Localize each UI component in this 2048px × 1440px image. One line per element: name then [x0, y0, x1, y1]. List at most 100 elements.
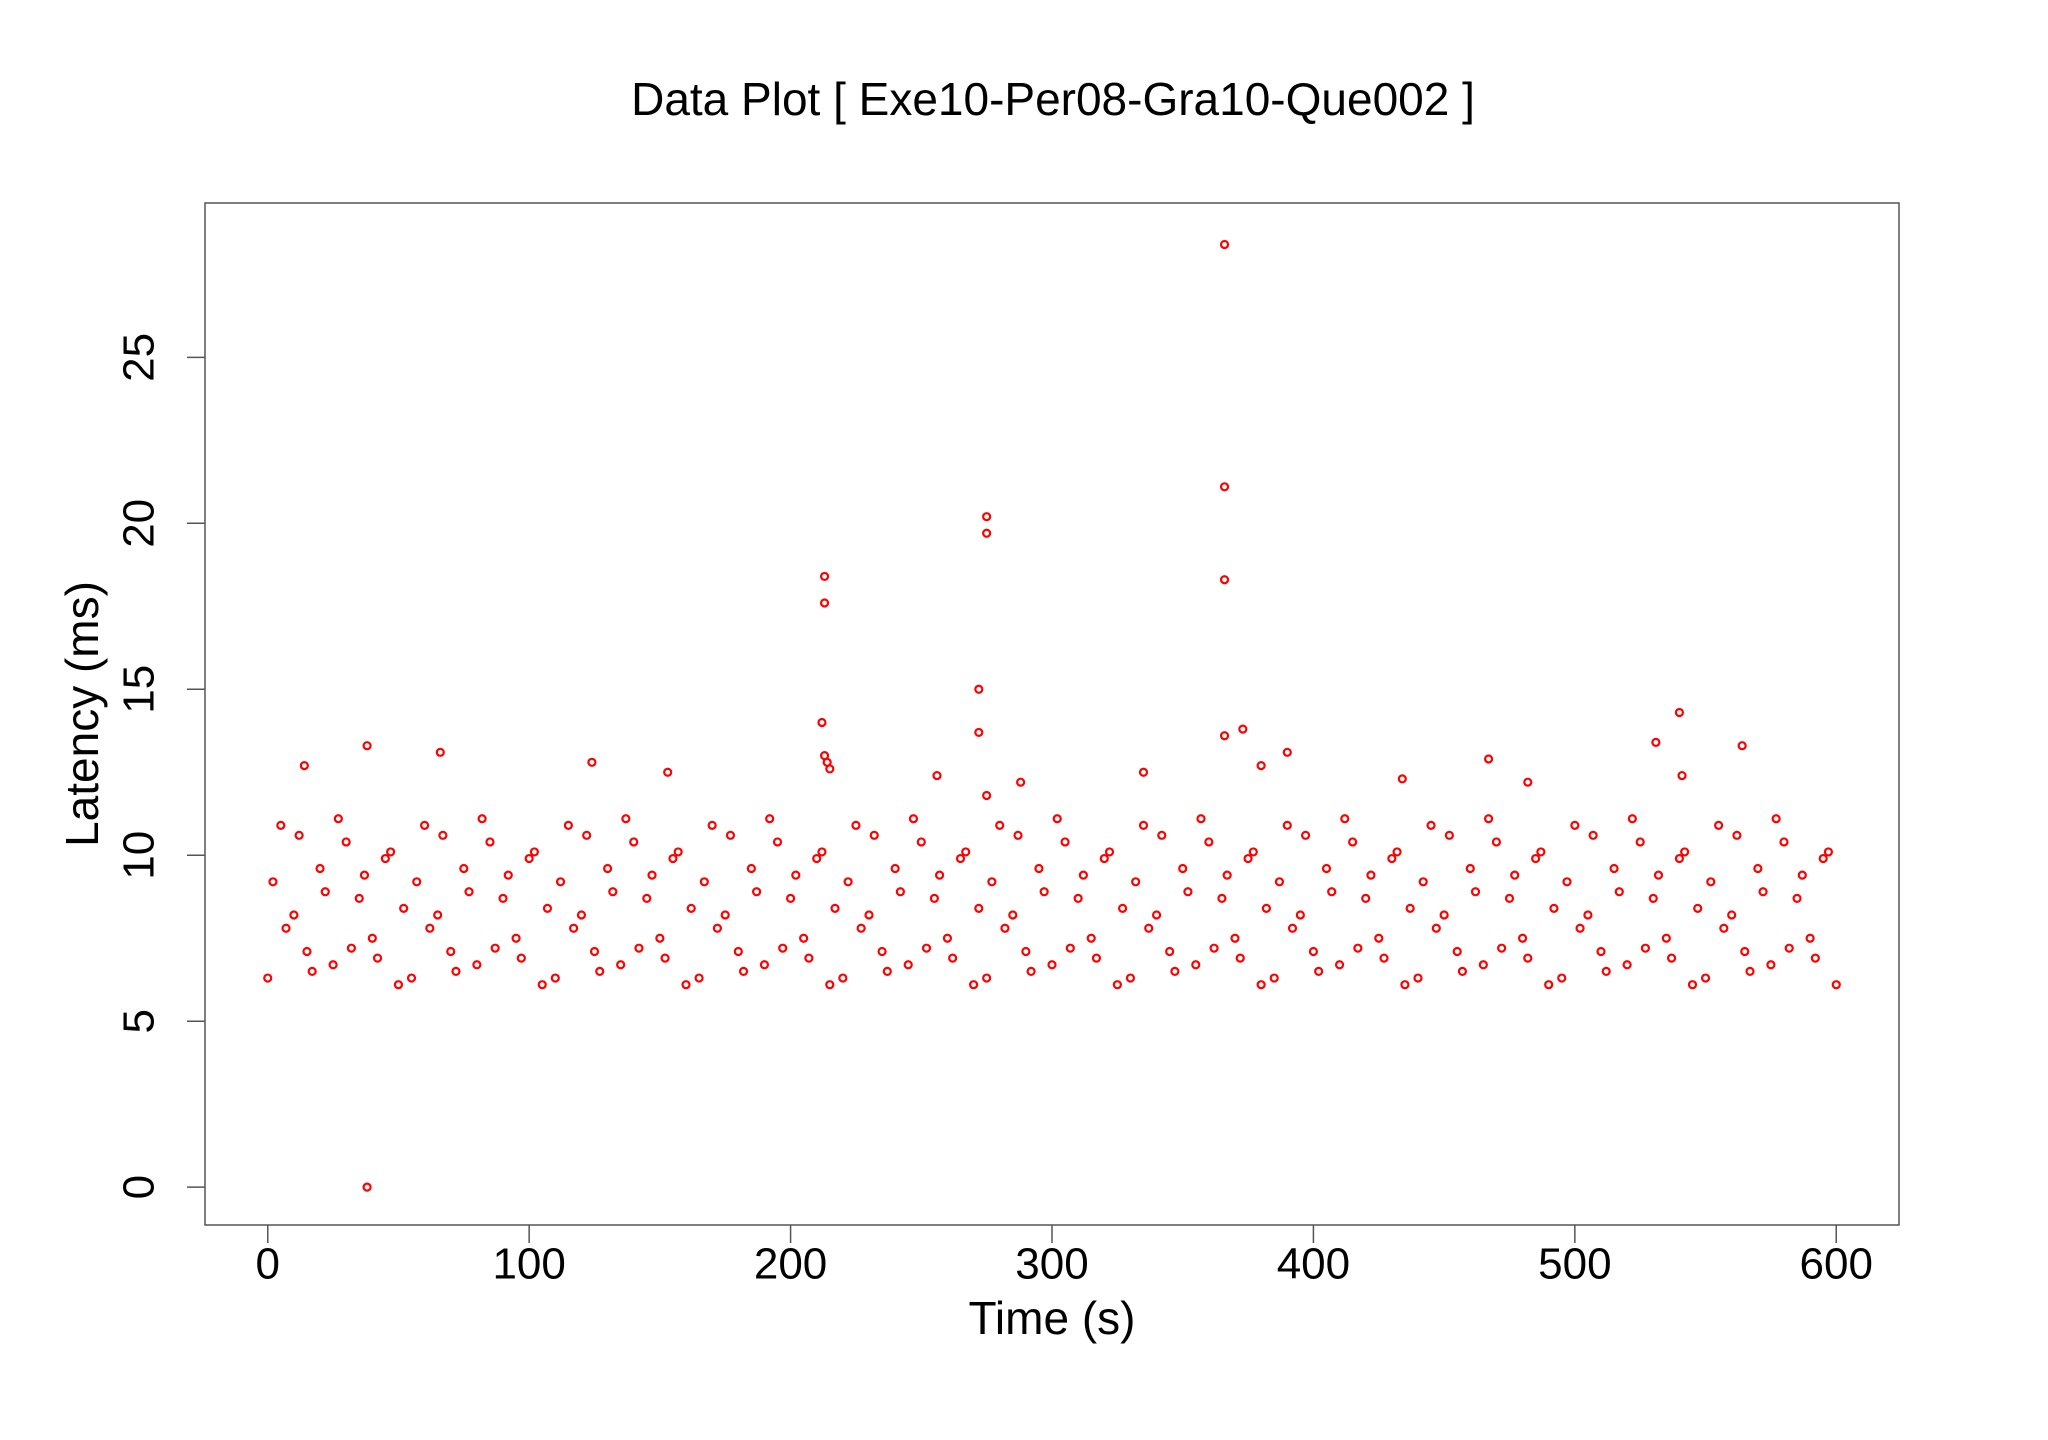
point	[1457, 966, 1468, 977]
point	[1052, 814, 1062, 824]
point	[595, 966, 605, 977]
point	[1219, 239, 1230, 250]
point	[1418, 877, 1428, 887]
point	[315, 863, 325, 874]
point	[516, 953, 526, 963]
point	[435, 747, 445, 757]
point	[751, 887, 762, 897]
point	[1151, 910, 1162, 920]
point	[1217, 893, 1227, 903]
point	[1138, 820, 1149, 830]
point	[1191, 960, 1201, 970]
point	[932, 770, 942, 781]
point	[1614, 887, 1624, 897]
point	[765, 814, 775, 824]
point	[1387, 853, 1397, 864]
point	[982, 528, 992, 538]
point	[503, 870, 513, 880]
point	[1013, 830, 1023, 840]
point	[1622, 960, 1632, 970]
point	[1497, 943, 1507, 953]
point	[1431, 923, 1441, 933]
point	[1021, 946, 1031, 957]
point	[1086, 933, 1096, 943]
y-tick-label: 0	[115, 1175, 164, 1199]
point	[1583, 910, 1593, 920]
point	[1144, 923, 1154, 933]
point	[1444, 830, 1454, 840]
point	[1361, 893, 1371, 903]
x-tick-label: 100	[492, 1240, 565, 1289]
point	[974, 684, 984, 694]
point	[663, 767, 673, 777]
point	[1465, 863, 1475, 874]
point	[485, 837, 495, 847]
point	[725, 830, 736, 840]
point	[1060, 837, 1070, 847]
point	[1209, 943, 1219, 953]
point	[451, 966, 461, 977]
point	[1523, 953, 1533, 963]
point	[1138, 767, 1149, 777]
point	[1478, 960, 1488, 970]
point	[263, 973, 273, 983]
point	[1674, 853, 1685, 864]
y-tick-label: 20	[115, 499, 164, 548]
point	[524, 853, 534, 864]
point	[668, 853, 678, 864]
y-axis-label: Latency (ms)	[56, 581, 108, 847]
point	[1039, 887, 1049, 897]
point	[425, 923, 435, 933]
point	[608, 887, 618, 897]
point	[582, 830, 592, 840]
point	[877, 946, 887, 957]
point	[563, 820, 573, 830]
point	[1348, 837, 1358, 847]
point	[1196, 814, 1206, 824]
point	[686, 903, 696, 913]
point	[1758, 887, 1768, 897]
point	[1131, 877, 1141, 887]
point	[843, 877, 853, 887]
point	[1483, 754, 1494, 764]
point	[1677, 770, 1687, 781]
point	[1034, 863, 1044, 874]
point	[1523, 777, 1533, 787]
point	[934, 870, 945, 880]
point	[602, 863, 613, 874]
point	[320, 887, 330, 897]
point	[1517, 933, 1528, 943]
point	[1588, 830, 1598, 840]
point	[1680, 847, 1690, 857]
point	[720, 910, 730, 920]
point	[987, 877, 997, 887]
point	[1732, 830, 1742, 840]
point	[419, 820, 430, 830]
point	[982, 973, 992, 983]
point	[472, 960, 482, 970]
point	[694, 973, 704, 983]
point	[1219, 482, 1230, 492]
y-tick-label: 10	[115, 831, 164, 880]
point	[908, 814, 919, 824]
point	[812, 853, 822, 864]
point	[1531, 853, 1541, 864]
point	[921, 943, 932, 953]
point	[838, 973, 848, 983]
point	[882, 966, 892, 977]
point	[1104, 847, 1115, 857]
point	[1256, 980, 1266, 990]
point	[851, 820, 861, 830]
point	[1483, 814, 1494, 824]
point	[621, 814, 631, 824]
point	[1261, 903, 1271, 913]
point	[916, 837, 926, 847]
point	[393, 980, 404, 990]
point	[268, 877, 278, 887]
point	[333, 814, 343, 824]
point	[1340, 814, 1350, 824]
point	[1570, 820, 1580, 830]
point	[1635, 837, 1645, 847]
point	[712, 923, 722, 933]
point	[1823, 847, 1834, 857]
